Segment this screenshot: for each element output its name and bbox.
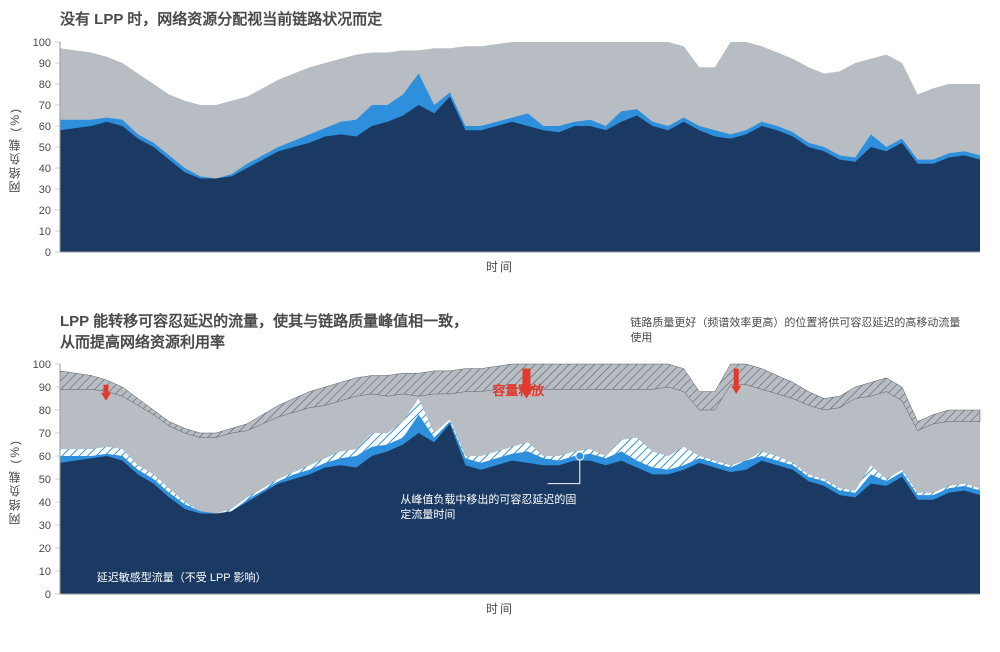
svg-text:40: 40 bbox=[39, 163, 51, 175]
chart-bottom-y-axis-label: 网络负载 (%) bbox=[6, 439, 23, 525]
svg-text:0: 0 bbox=[45, 589, 51, 598]
chart-bottom-plot: 0 10 20 30 40 50 60 70 80 90 100 bbox=[0, 310, 1000, 598]
svg-text:10: 10 bbox=[39, 566, 51, 578]
svg-text:80: 80 bbox=[39, 79, 51, 91]
svg-text:90: 90 bbox=[39, 382, 51, 394]
capacity-release-label: 容量释放 bbox=[492, 382, 544, 400]
svg-text:70: 70 bbox=[39, 100, 51, 112]
chart-bottom-legend-note: 链路质量更好（频谱效率更高）的位置将供可容忍延迟的高移动流量使用 bbox=[630, 316, 970, 347]
svg-text:30: 30 bbox=[39, 520, 51, 532]
svg-text:0: 0 bbox=[45, 247, 51, 256]
svg-text:50: 50 bbox=[39, 142, 51, 154]
svg-text:30: 30 bbox=[39, 184, 51, 196]
chart-with-lpp: LPP 能转移可容忍延迟的流量，使其与链路质量峰值相一致， 从而提高网络资源利用… bbox=[0, 310, 1000, 650]
chart-top-y-axis-label: 网络负载 (%) bbox=[6, 107, 23, 193]
svg-text:80: 80 bbox=[39, 405, 51, 417]
svg-text:100: 100 bbox=[33, 37, 51, 49]
chart-top-plot: 0 10 20 30 40 50 60 70 80 90 100 bbox=[0, 8, 1000, 256]
svg-text:60: 60 bbox=[39, 121, 51, 133]
svg-text:60: 60 bbox=[39, 451, 51, 463]
svg-text:20: 20 bbox=[39, 543, 51, 555]
chart-top-x-axis-label: 时间 bbox=[0, 258, 1000, 275]
svg-text:90: 90 bbox=[39, 58, 51, 70]
chart-without-lpp: 没有 LPP 时，网络资源分配视当前链路状况而定 网络负载 (%) 0 10 20 3… bbox=[0, 8, 1000, 276]
svg-text:70: 70 bbox=[39, 428, 51, 440]
chart-bottom-x-axis-label: 时间 bbox=[0, 600, 1000, 617]
svg-text:50: 50 bbox=[39, 474, 51, 486]
chart-top-title: 没有 LPP 时，网络资源分配视当前链路状况而定 bbox=[60, 8, 382, 29]
svg-text:20: 20 bbox=[39, 205, 51, 217]
chart-bottom-title: LPP 能转移可容忍延迟的流量，使其与链路质量峰值相一致， 从而提高网络资源利用… bbox=[60, 310, 468, 352]
svg-text:100: 100 bbox=[33, 359, 51, 371]
delay-sensitive-label: 延迟敏感型流量（不受 LPP 影响） bbox=[97, 571, 267, 586]
shifted-traffic-label: 从峰值负载中移出的可容忍延迟的固定流量时间 bbox=[400, 493, 580, 523]
svg-text:40: 40 bbox=[39, 497, 51, 509]
svg-text:10: 10 bbox=[39, 226, 51, 238]
